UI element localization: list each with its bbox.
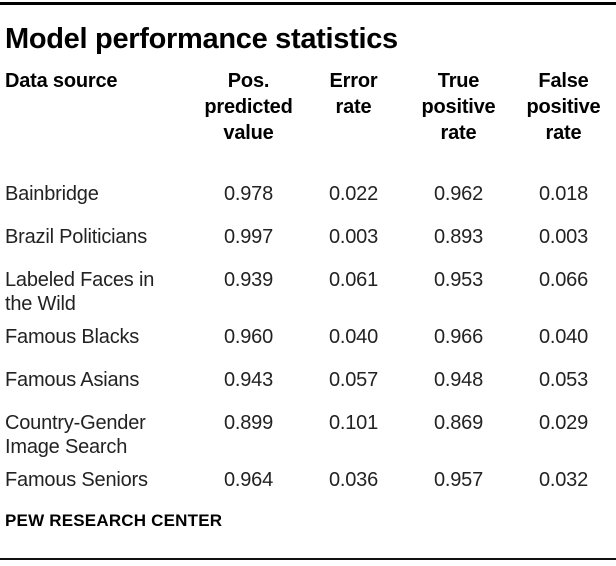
cell-data-source: Bainbridge [5, 183, 99, 205]
table-row: Brazil Politicians 0.997 0.003 0.893 0.0… [0, 225, 616, 268]
column-header-false-positive-rate: False positive rate [526, 70, 601, 144]
cell-error-rate: 0.003 [328, 226, 379, 248]
table-row: Country-Gender Image Search 0.899 0.101 … [0, 411, 616, 468]
cell-data-source: Country-Gender Image Search [5, 412, 146, 458]
cell-pos-predicted-value: 0.943 [223, 369, 274, 391]
cell-false-positive-rate: 0.003 [538, 226, 589, 248]
cell-false-positive-rate: 0.029 [538, 412, 589, 434]
source-brand: PEW RESEARCH CENTER [5, 511, 223, 530]
cell-pos-predicted-value: 0.964 [223, 469, 274, 491]
cell-pos-predicted-value: 0.899 [223, 412, 274, 434]
model-performance-table: Data source Pos. predicted value Error r… [0, 68, 616, 511]
table-row: Famous Blacks 0.960 0.040 0.966 0.040 [0, 325, 616, 368]
cell-true-positive-rate: 0.948 [433, 369, 484, 391]
cell-error-rate: 0.036 [328, 469, 379, 491]
cell-pos-predicted-value: 0.978 [223, 183, 274, 205]
column-header-true-positive-rate: True positive rate [421, 70, 496, 144]
cell-data-source: Famous Asians [5, 369, 140, 391]
cell-true-positive-rate: 0.953 [433, 269, 484, 291]
top-divider [0, 2, 616, 5]
cell-false-positive-rate: 0.066 [538, 269, 589, 291]
cell-true-positive-rate: 0.966 [433, 326, 484, 348]
cell-data-source: Famous Blacks [5, 326, 140, 348]
cell-error-rate: 0.101 [328, 412, 379, 434]
cell-false-positive-rate: 0.053 [538, 369, 589, 391]
cell-data-source: Labeled Faces in the Wild [5, 269, 155, 315]
cell-error-rate: 0.061 [328, 269, 379, 291]
cell-error-rate: 0.022 [328, 183, 379, 205]
cell-true-positive-rate: 0.962 [433, 183, 484, 205]
cell-false-positive-rate: 0.018 [538, 183, 589, 205]
bottom-divider [0, 558, 616, 560]
header-row: Data source Pos. predicted value Error r… [0, 68, 616, 182]
cell-false-positive-rate: 0.040 [538, 326, 589, 348]
cell-error-rate: 0.057 [328, 369, 379, 391]
cell-true-positive-rate: 0.957 [433, 469, 484, 491]
cell-true-positive-rate: 0.893 [433, 226, 484, 248]
cell-false-positive-rate: 0.032 [538, 469, 589, 491]
column-header-data-source: Data source [5, 70, 118, 92]
figure-title: Model performance statistics [5, 23, 398, 55]
table-row: Labeled Faces in the Wild 0.939 0.061 0.… [0, 268, 616, 325]
column-header-pos-predicted-value: Pos. predicted value [204, 70, 293, 144]
cell-error-rate: 0.040 [328, 326, 379, 348]
cell-pos-predicted-value: 0.960 [223, 326, 274, 348]
cell-pos-predicted-value: 0.997 [223, 226, 274, 248]
table-row: Famous Asians 0.943 0.057 0.948 0.053 [0, 368, 616, 411]
table-row: Bainbridge 0.978 0.022 0.962 0.018 [0, 182, 616, 225]
column-header-error-rate: Error rate [329, 70, 378, 118]
cell-data-source: Famous Seniors [5, 469, 148, 491]
cell-pos-predicted-value: 0.939 [223, 269, 274, 291]
table-row: Famous Seniors 0.964 0.036 0.957 0.032 [0, 468, 616, 511]
cell-true-positive-rate: 0.869 [433, 412, 484, 434]
cell-data-source: Brazil Politicians [5, 226, 148, 248]
